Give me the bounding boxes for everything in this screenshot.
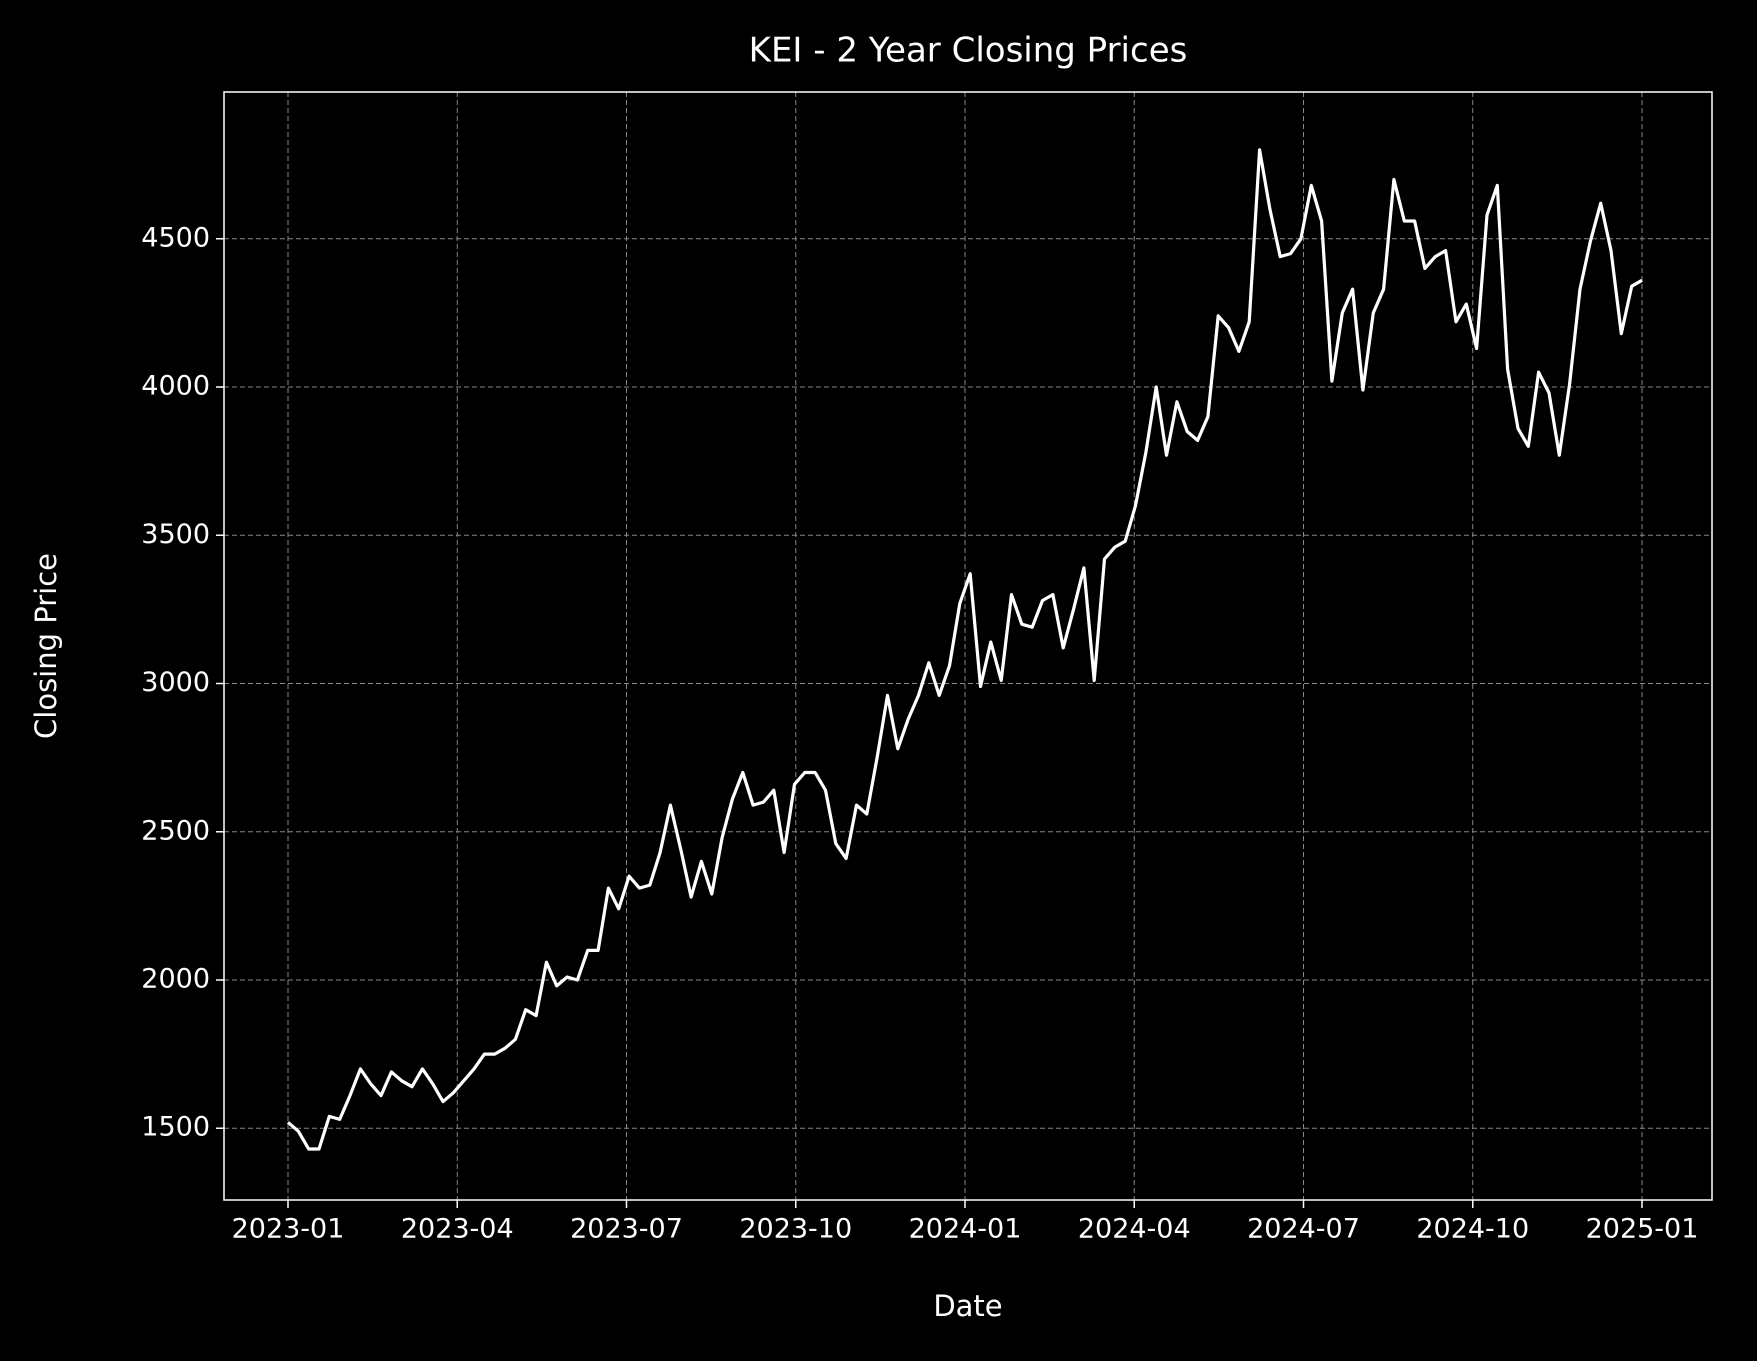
y-tick-label: 4500 bbox=[141, 222, 210, 253]
chart-title: KEI - 2 Year Closing Prices bbox=[749, 31, 1188, 71]
x-tick-label: 2023-10 bbox=[739, 1214, 852, 1245]
x-tick-label: 2024-01 bbox=[909, 1214, 1022, 1245]
x-axis-label: Date bbox=[933, 1289, 1002, 1323]
y-tick-label: 3500 bbox=[141, 519, 210, 550]
y-axis-label: Closing Price bbox=[29, 553, 63, 739]
y-tick-label: 3000 bbox=[141, 667, 210, 698]
y-tick-label: 2000 bbox=[141, 964, 210, 995]
x-tick-label: 2023-04 bbox=[401, 1214, 514, 1245]
x-tick-label: 2023-01 bbox=[232, 1214, 345, 1245]
x-tick-label: 2024-07 bbox=[1247, 1214, 1360, 1245]
x-tick-label: 2024-04 bbox=[1078, 1214, 1191, 1245]
grid bbox=[224, 92, 1712, 1200]
y-tick-label: 2500 bbox=[141, 815, 210, 846]
y-tick-label: 1500 bbox=[141, 1112, 210, 1143]
plot bbox=[286, 148, 1643, 1151]
x-tick-label: 2023-07 bbox=[570, 1214, 683, 1245]
x-tick-label: 2025-01 bbox=[1586, 1214, 1699, 1245]
ticks: 1500 2000 2500 3000 3500 4000 4500 2023-01 2023-… bbox=[141, 222, 1698, 1244]
axes-frame bbox=[223, 91, 1713, 1201]
price-line bbox=[286, 148, 1643, 1151]
x-tick-label: 2024-10 bbox=[1416, 1214, 1529, 1245]
y-tick-label: 4000 bbox=[141, 371, 210, 402]
